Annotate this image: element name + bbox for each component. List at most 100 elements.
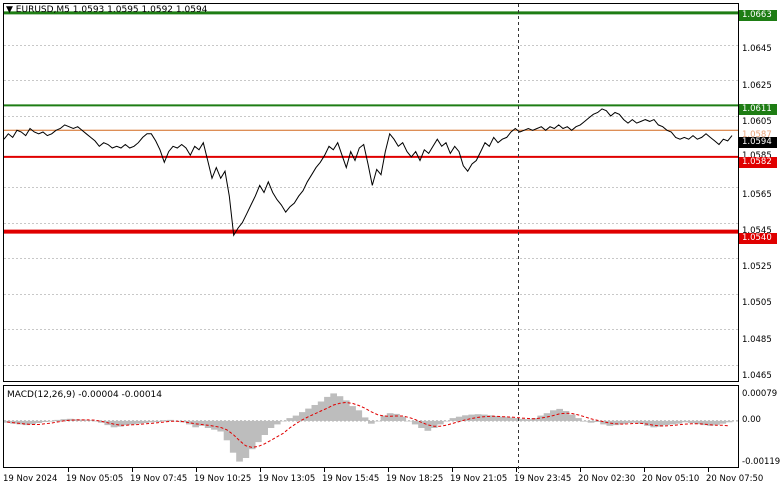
grid	[4, 45, 738, 472]
time-axis-label: 19 Nov 13:05	[258, 474, 316, 484]
macd-histogram-bar	[437, 420, 444, 425]
macd-histogram-bar	[66, 418, 74, 421]
time-axis-label: 19 Nov 23:45	[514, 474, 572, 484]
ohlc-low: 1.0592	[141, 5, 174, 15]
macd-histogram-bar	[22, 420, 30, 426]
macd-histogram-bar	[455, 416, 463, 421]
macd-histogram-bar	[713, 420, 720, 425]
current-price-tag: 1.0594	[739, 137, 777, 148]
macd-histogram-bar	[186, 420, 193, 425]
macd-histogram-bar	[681, 420, 689, 423]
macd-histogram-bar	[361, 417, 369, 421]
macd-histogram-bar	[248, 420, 256, 450]
macd-histogram-bar	[35, 420, 43, 423]
level-tag-1.0611: 1.0611	[739, 104, 777, 115]
macd-histogram-bar	[292, 415, 300, 421]
macd-histogram-bar	[694, 420, 701, 425]
macd-histogram-bar	[204, 420, 212, 428]
macd-histogram-bar	[393, 413, 400, 421]
macd-histogram-bar	[242, 420, 250, 458]
macd-histogram-bar	[267, 420, 275, 428]
macd-histogram-bar	[700, 420, 708, 426]
macd-histogram-bar	[41, 420, 49, 422]
macd-histogram-bar	[85, 420, 93, 421]
macd-histogram-bar	[192, 420, 199, 428]
macd-histogram-bar	[399, 416, 407, 421]
macd-histogram-bar	[430, 420, 438, 428]
level-tag-1.0582: 1.0582	[739, 157, 777, 168]
price-axis-label-partial: 1.0587	[742, 130, 772, 140]
macd-histogram-bar	[424, 420, 432, 431]
macd-histogram-bar	[29, 420, 36, 425]
time-axis-label: 20 Nov 05:10	[642, 474, 700, 484]
ohlc-open: 1.0593	[72, 5, 105, 15]
macd-histogram-bar	[556, 408, 563, 421]
macd-indicator	[4, 393, 738, 462]
macd-histogram-bar	[142, 420, 149, 423]
macd-histogram-bar	[355, 410, 363, 421]
macd-histogram-bar	[606, 420, 614, 426]
macd-histogram-bar	[625, 420, 632, 423]
macd-histogram-bar	[600, 420, 607, 425]
macd-histogram-bar	[160, 420, 168, 421]
macd-histogram-bar	[568, 414, 576, 421]
price-axis-label: 1.0505	[742, 298, 772, 308]
macd-histogram-bar	[462, 415, 469, 421]
macd-histogram-bar	[330, 393, 337, 421]
macd-histogram-bar	[644, 420, 651, 426]
time-axis-label: 19 Nov 21:05	[450, 474, 508, 484]
macd-histogram-bar	[537, 415, 545, 421]
macd-histogram-bar	[280, 420, 287, 422]
price-levels	[4, 11, 738, 234]
price-axis-label: 1.0465	[742, 371, 772, 381]
macd-histogram-bar	[449, 418, 457, 421]
time-axis-label: 19 Nov 2024	[3, 474, 58, 484]
macd-histogram-bar	[305, 408, 312, 421]
level-tag-1.0540: 1.0540	[739, 233, 777, 244]
macd-histogram-bar	[273, 420, 281, 425]
macd-histogram-bar	[16, 420, 24, 425]
macd-axis-label: 0.00	[742, 415, 761, 425]
macd-histogram-bar	[47, 420, 55, 422]
macd-histogram-bar	[286, 418, 294, 421]
price-axis-label-partial: 1.0585	[742, 151, 772, 161]
macd-histogram-bar	[688, 420, 695, 423]
price-axis-label: 1.0625	[742, 81, 772, 91]
macd-histogram-bar	[324, 396, 331, 421]
time-axis-label: 19 Nov 15:45	[322, 474, 380, 484]
macd-histogram-bar	[349, 406, 356, 421]
macd-histogram-bar	[60, 419, 68, 421]
macd-histogram-bar	[154, 420, 162, 422]
macd-histogram-bar	[311, 405, 319, 421]
macd-histogram-bar	[531, 418, 538, 421]
macd-histogram-bar	[725, 420, 733, 423]
macd-histogram-bar	[236, 420, 243, 462]
chart-menu-triangle-icon[interactable]: ▼	[6, 5, 13, 15]
level-tag-1.0663: 1.0663	[739, 10, 777, 21]
macd-histogram-bar	[211, 420, 218, 430]
macd-histogram-bar	[411, 420, 419, 425]
macd-histogram-bar	[123, 420, 130, 426]
time-axis-label: 20 Nov 07:50	[706, 474, 764, 484]
macd-histogram-bar	[135, 420, 143, 424]
macd-histogram-bar	[73, 419, 80, 421]
macd-axis-label: 0.00079	[742, 389, 778, 399]
macd-histogram-bar	[374, 420, 381, 422]
time-axis-label: 19 Nov 18:25	[386, 474, 444, 484]
macd-histogram-bar	[650, 420, 658, 428]
ohlc-close: 1.0594	[175, 5, 208, 15]
macd-histogram-bar	[637, 420, 645, 424]
macd-histogram-bar	[562, 411, 570, 421]
macd-histogram-bar	[368, 420, 375, 424]
macd-histogram-bar	[386, 413, 394, 421]
price-line	[3, 108, 733, 237]
macd-histogram-bar	[669, 420, 676, 425]
macd-histogram-bar	[299, 412, 306, 421]
macd-histogram-bar	[468, 414, 476, 421]
macd-histogram-bar	[512, 418, 519, 421]
macd-histogram-bar	[229, 420, 237, 453]
price-series	[3, 108, 733, 237]
macd-histogram-bar	[587, 420, 595, 423]
